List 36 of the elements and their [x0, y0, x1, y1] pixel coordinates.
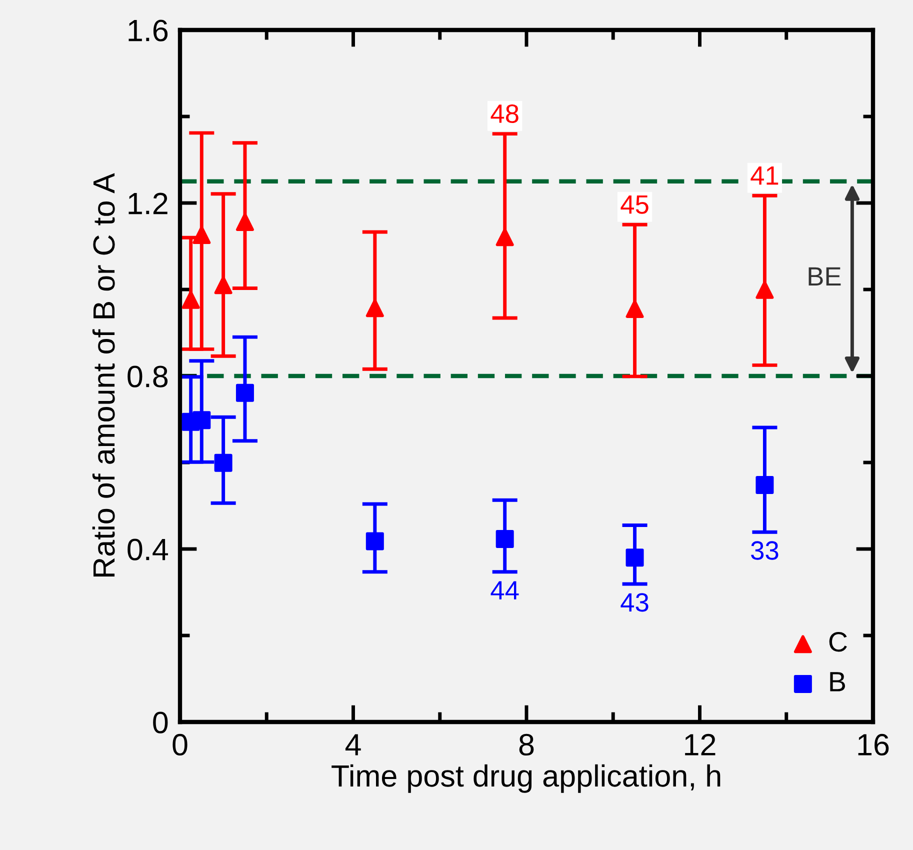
point — [626, 300, 644, 318]
point — [756, 476, 774, 494]
annotation: 44 — [490, 581, 519, 600]
x-tick-label: 12 — [685, 734, 716, 756]
annotation: 43 — [620, 593, 648, 612]
annotation: BE — [808, 267, 841, 286]
annotation: 33 — [751, 541, 778, 560]
point — [756, 280, 774, 299]
x-axis-title: Time post drug application, h — [332, 764, 720, 793]
point — [214, 276, 232, 294]
y-tick-label: 1.6 — [128, 20, 168, 42]
annotation: 48 — [490, 104, 518, 124]
point — [496, 228, 514, 246]
point — [182, 290, 200, 309]
point — [236, 384, 254, 402]
y-axis-title: Ratio of amount of B or C to A — [92, 173, 115, 576]
point — [626, 548, 644, 567]
y-tick-label: 0.8 — [128, 366, 168, 388]
legend-label: B — [830, 672, 845, 692]
x-tick-label: 8 — [519, 734, 534, 756]
point — [214, 454, 232, 472]
annotation: 45 — [620, 195, 648, 214]
annotation: 41 — [750, 166, 778, 185]
point — [366, 532, 384, 550]
y-tick-label: 0.4 — [128, 538, 168, 560]
x-tick-label: 0 — [172, 734, 188, 756]
point — [192, 411, 211, 430]
legend-label: C — [829, 632, 847, 652]
point — [366, 299, 384, 318]
point — [496, 530, 514, 548]
x-tick-label: 16 — [858, 734, 889, 756]
point — [236, 213, 254, 232]
point — [192, 226, 211, 244]
x-tick-label: 4 — [345, 734, 361, 756]
y-tick-label: 1.2 — [128, 192, 168, 214]
y-tick-label: 0 — [153, 712, 168, 734]
